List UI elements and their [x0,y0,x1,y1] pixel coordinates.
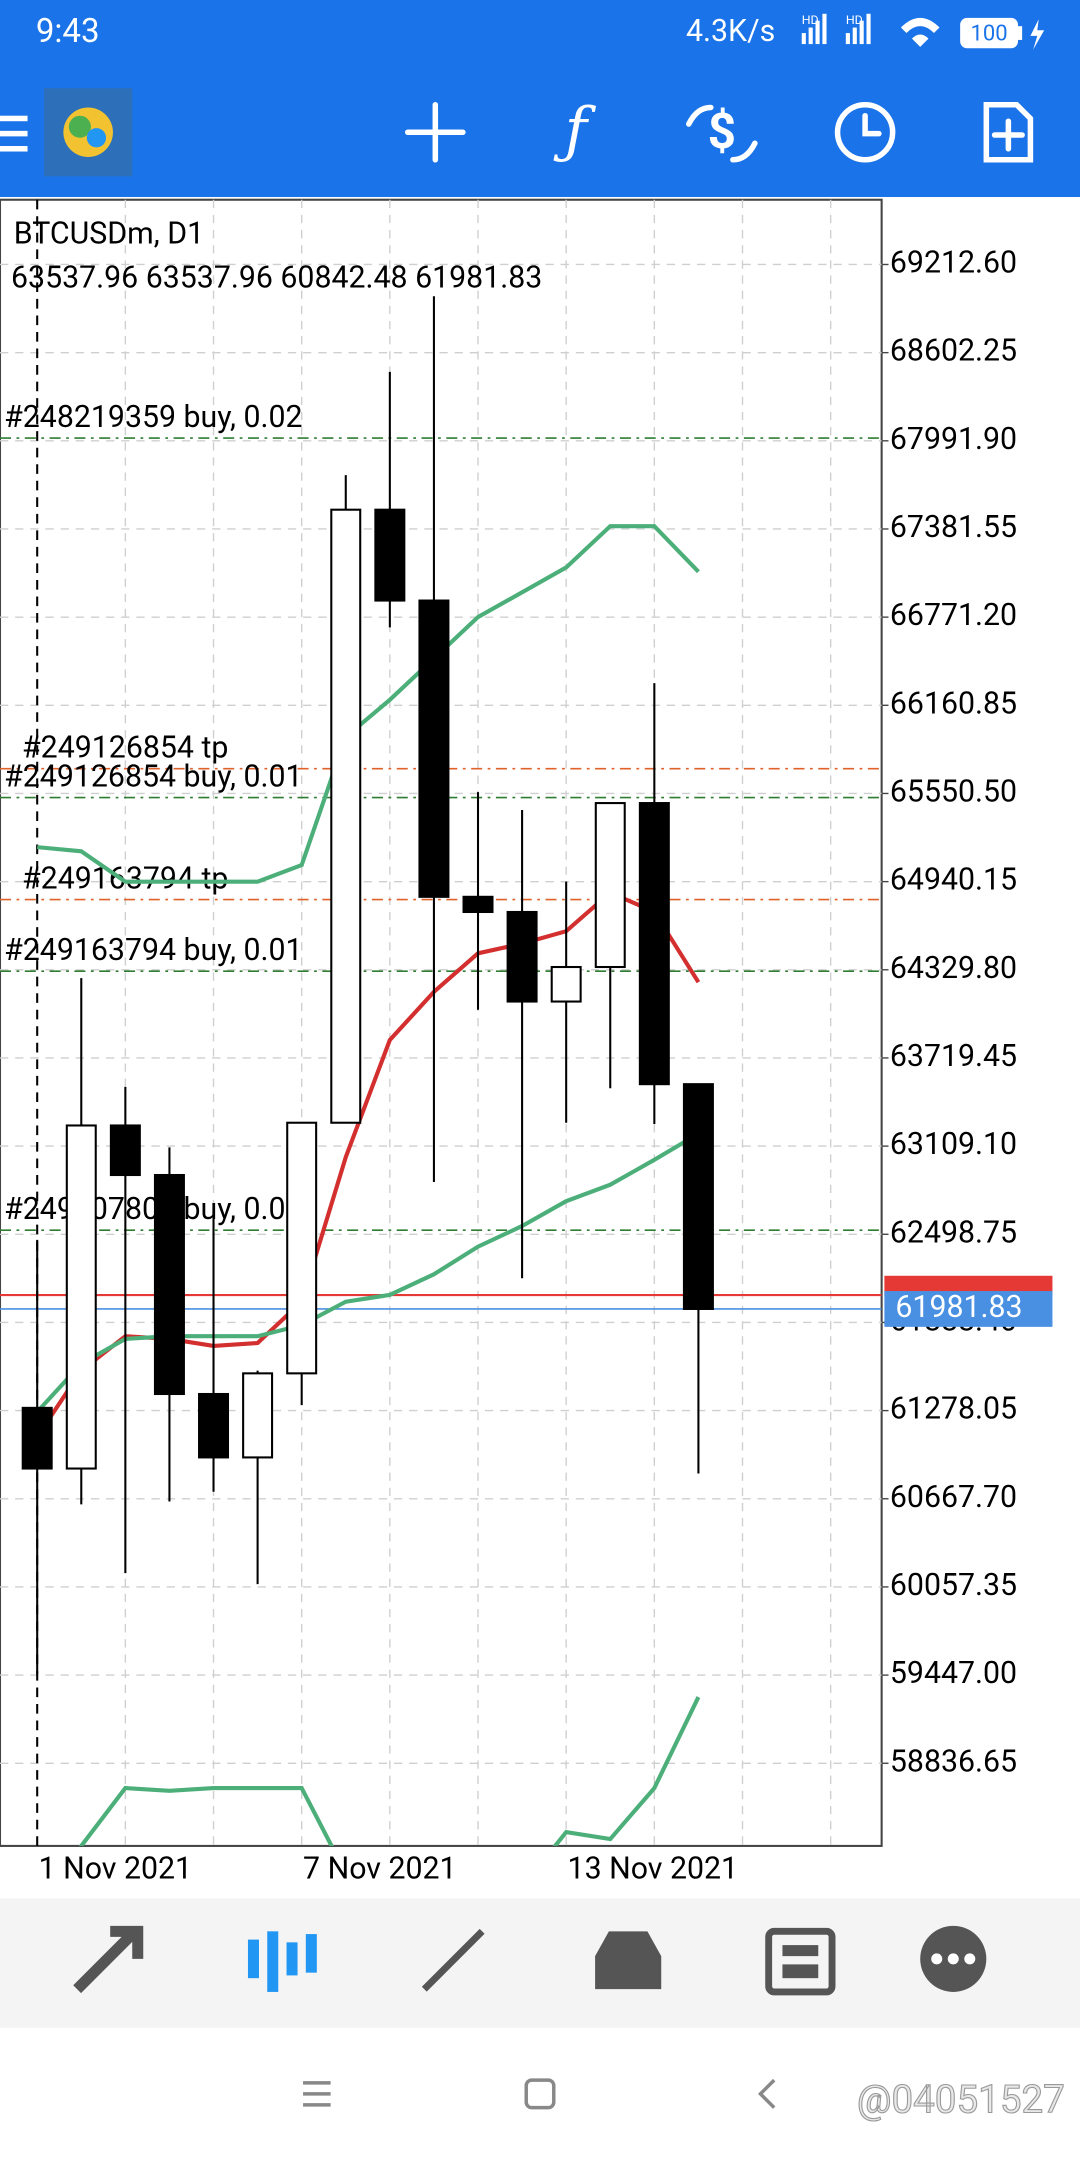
header [0,0,1080,197]
y-tick-label: 68602.25 [890,334,1017,369]
candle-body [65,1124,97,1470]
y-tick-label: 66160.85 [890,686,1017,721]
y-tick-label: 62498.75 [890,1215,1017,1250]
svg-text:$: $ [708,103,736,161]
grid [0,199,882,1846]
candle-body [286,1121,318,1375]
indicator-line [35,1131,700,1414]
y-tick-label: 64940.15 [890,863,1017,898]
charging [1030,19,1045,50]
y-tick-label: 59447.00 [890,1656,1017,1691]
recents[interactable] [303,2081,331,2107]
candle-body [682,1083,714,1310]
indicator-line [78,1696,701,1846]
candle-body [418,599,450,898]
candle-body [638,802,670,1086]
y-tick-label: 61278.05 [890,1392,1017,1427]
menu-button[interactable] [0,115,28,152]
bottom-nav [0,1898,1080,2028]
x-tick-label: 13 Nov 2021 [568,1852,739,1887]
y-tick-label: 60057.35 [890,1568,1017,1603]
order-label: #249126854 tp [22,730,228,765]
template-button[interactable] [983,101,1034,163]
system-nav [303,2078,776,2110]
y-tick-label: 64329.80 [890,951,1017,986]
y-tick-label: 63719.45 [890,1039,1017,1074]
ask-label [884,1275,1053,1296]
ohlc-info: 63537.96 63537.96 60842.48 61981.83 [11,261,542,296]
bid-label: 61981.83 [895,1290,1022,1325]
quotes-tab[interactable] [73,1925,144,1994]
y-tick-label: 69212.60 [890,245,1017,280]
period-button[interactable] [834,101,896,163]
candle-body [153,1173,185,1396]
watermark: @04051527 [857,2077,1065,2122]
x-tick-label: 7 Nov 2021 [303,1852,457,1887]
battery-level: 100 [971,21,1008,46]
chat-tab[interactable] [920,1925,987,1992]
clock: 9:43 [36,12,100,51]
candle-body [198,1392,230,1459]
trade-tab[interactable] [421,1928,485,1992]
net-speed: 4.3K/s [686,14,775,49]
indicator-line [36,524,700,884]
chart-title: BTCUSDm, D1 [14,217,204,252]
plot: #248219359 buy, 0.02 #249126854 tp#249126… [0,296,882,1846]
y-tick-label: 58836.65 [890,1744,1017,1779]
history-tab[interactable] [595,1931,662,1990]
candle-body [550,965,582,1003]
hd: HD [846,14,863,28]
candle-body [242,1372,274,1459]
y-tick-label: 67381.55 [890,510,1017,545]
x-tick-label: 1 Nov 2021 [39,1852,193,1887]
order-label: #249163794 buy, 0.01 [4,933,302,968]
candle-body [594,802,626,969]
candle-body [506,910,538,1003]
app-icon[interactable] [44,88,133,177]
crosshair-button[interactable] [405,101,466,163]
battery-tip [1018,26,1023,40]
hd: HD [802,14,819,28]
y-tick-label: 67991.90 [890,422,1017,457]
candle-body [21,1406,53,1470]
candle-body [374,508,406,602]
signal-icons: HD HD [801,13,940,47]
order-label: #249207806 buy, 0.01 [4,1192,302,1227]
order-label: #249126854 buy, 0.01 [4,759,302,794]
candle-body [109,1124,141,1177]
bid-label-bg [884,1291,1053,1327]
nav-icons [73,1925,987,1996]
candle-body [330,508,362,1124]
candle-body [462,895,494,914]
news-tab[interactable] [765,1927,836,1996]
chart-tab[interactable] [247,1931,317,1992]
order-label: #249163794 tp [22,861,228,896]
y-tick-label: 66771.20 [890,598,1017,633]
back[interactable] [757,2078,776,2109]
trade-button[interactable]: $ [686,103,758,163]
home[interactable] [524,2078,556,2110]
chart-frame [0,198,883,1847]
order-label: #248219359 buy, 0.02 [4,400,302,435]
y-tick-label: 65550.50 [890,774,1017,809]
price-axis: 69212.60 68602.25 67991.90 67381.55 66771.20… [39,245,1053,1887]
battery [960,17,1019,49]
y-tick-label: 60667.70 [890,1480,1017,1515]
y-tick-label: 63109.10 [890,1127,1017,1162]
